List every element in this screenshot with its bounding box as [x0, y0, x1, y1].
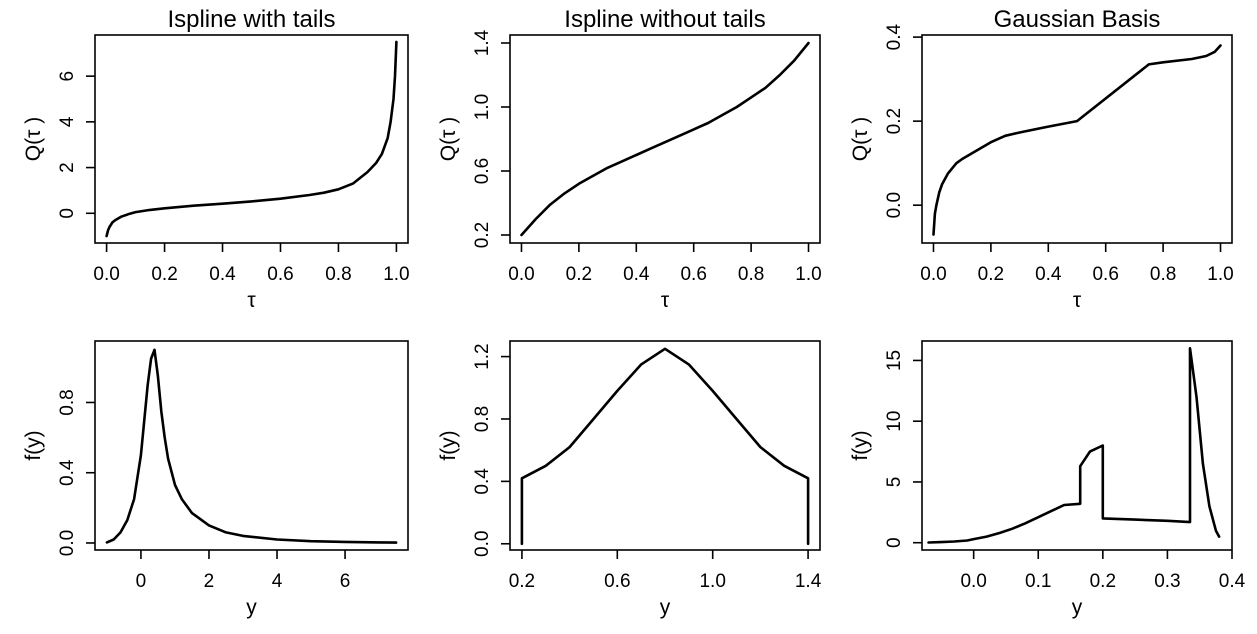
panel-5: 0.2 0.6 1.0 1.4 0.0 0.4 0.8 1.2 y f(y): [437, 340, 822, 619]
plot-frame: [94, 340, 409, 551]
panel-4: 0 2 4 6 0.0 0.4 0.8 y f(y): [22, 340, 409, 619]
x-tick-label: 0.4: [1035, 264, 1062, 285]
x-tick-label: 0.2: [1090, 571, 1116, 592]
y-tick-label: 1.4: [472, 29, 493, 56]
x-axis-label: y: [1072, 596, 1083, 619]
y-tick-label: 5: [884, 477, 905, 488]
series-line: [520, 347, 810, 546]
y-tick-label: 0.0: [472, 531, 493, 557]
y-tick-label: 2: [57, 162, 78, 173]
panel-2: 0.0 0.2 0.4 0.6 0.8 1.0 0.2 0.6 1.0 1.4 τ Q(τ ) Ispl…: [437, 6, 822, 312]
x-tick-label: 0.0: [960, 571, 986, 592]
y-tick-label: 0: [57, 208, 78, 219]
x-tick-label: 1.0: [795, 264, 821, 285]
y-axis-label: Q(τ ): [849, 117, 872, 161]
y-tick-label: 0.2: [472, 222, 493, 248]
y-axis-label: Q(τ ): [437, 117, 460, 161]
x-tick-label: 0.8: [738, 264, 764, 285]
panel-3: 0.0 0.2 0.4 0.6 0.8 1.0 0.0 0.2 0.4 τ Q(τ ) Gaussia…: [849, 6, 1234, 312]
plot-frame: [94, 34, 409, 244]
x-tick-label: 0.6: [604, 571, 630, 592]
x-tick-label: 0.4: [1219, 571, 1246, 592]
y-axis-label: f(y): [22, 430, 45, 460]
y-tick-label: 0.4: [472, 468, 493, 495]
y-axis-label: f(y): [437, 430, 460, 460]
x-tick-label: 0.4: [209, 264, 236, 285]
y-tick-label: 0.8: [57, 389, 78, 415]
x-axis-label: τ: [247, 289, 256, 312]
plot-frame: [509, 340, 821, 551]
y-tick-label: 0.6: [472, 158, 493, 184]
x-axis-label: τ: [1073, 289, 1082, 312]
panel-6: 0.0 0.1 0.2 0.3 0.4 0 5 10 15 y f(y): [849, 340, 1246, 619]
x-tick-label: 6: [340, 571, 351, 592]
y-tick-label: 6: [57, 71, 78, 82]
y-axis-label: Q(τ ): [22, 117, 45, 161]
x-axis-label: τ: [661, 289, 670, 312]
x-tick-label: 0.8: [325, 264, 351, 285]
x-tick-label: 0.4: [623, 264, 650, 285]
plot-frame: [921, 340, 1233, 551]
plot-frame: [509, 34, 821, 244]
panel-title: Ispline with tails: [167, 6, 335, 33]
y-tick-label: 0.0: [57, 530, 78, 556]
y-tick-label: 0.2: [884, 108, 905, 134]
panel-title: Ispline without tails: [564, 6, 765, 33]
x-tick-label: 0: [136, 571, 147, 592]
x-tick-label: 4: [272, 571, 283, 592]
x-tick-label: 0.2: [566, 264, 592, 285]
y-tick-label: 0.8: [472, 406, 493, 432]
series-line: [105, 348, 398, 544]
x-tick-label: 0.0: [93, 264, 119, 285]
y-tick-label: 1.2: [472, 343, 493, 369]
plot-frame: [921, 34, 1233, 244]
y-tick-label: 15: [884, 350, 905, 371]
x-tick-label: 0.1: [1025, 571, 1051, 592]
x-tick-label: 1.0: [699, 571, 725, 592]
series-line: [105, 40, 398, 238]
y-tick-label: 1.0: [472, 94, 493, 120]
y-tick-label: 4: [57, 116, 78, 127]
x-tick-label: 2: [204, 571, 215, 592]
x-axis-label: y: [246, 596, 257, 619]
series-line: [932, 44, 1222, 236]
x-axis-label: y: [660, 596, 671, 619]
x-tick-label: 0.6: [680, 264, 706, 285]
x-tick-label: 0.6: [267, 264, 293, 285]
series-line: [927, 346, 1221, 544]
y-tick-label: 10: [884, 411, 905, 432]
panel-1: 0.0 0.2 0.4 0.6 0.8 1.0 0 2 4 6 τ Q(τ ) Ispline with…: [22, 6, 410, 312]
x-tick-label: 0.3: [1154, 571, 1180, 592]
y-tick-label: 0: [884, 537, 905, 548]
x-tick-label: 0.0: [920, 264, 946, 285]
x-tick-label: 1.4: [795, 571, 822, 592]
x-tick-label: 0.8: [1150, 264, 1176, 285]
series-line: [520, 41, 810, 237]
x-tick-label: 0.6: [1092, 264, 1118, 285]
x-tick-label: 1.0: [383, 264, 409, 285]
x-tick-label: 0.0: [508, 264, 534, 285]
x-tick-label: 0.2: [978, 264, 1004, 285]
y-tick-label: 0.4: [884, 23, 905, 50]
panel-title: Gaussian Basis: [994, 6, 1161, 33]
x-tick-label: 0.2: [509, 571, 535, 592]
y-tick-label: 0.0: [884, 192, 905, 218]
x-tick-label: 0.2: [151, 264, 177, 285]
y-axis-label: f(y): [849, 430, 872, 460]
y-tick-label: 0.4: [57, 459, 78, 486]
x-tick-label: 1.0: [1207, 264, 1233, 285]
